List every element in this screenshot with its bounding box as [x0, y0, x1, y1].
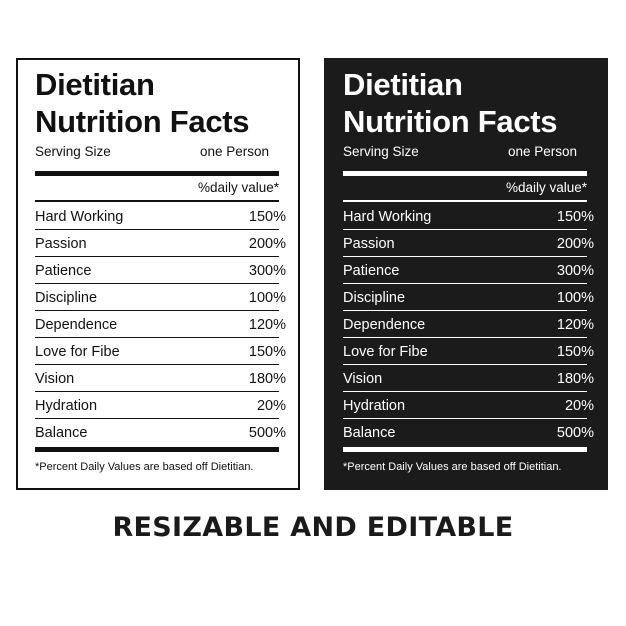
nutrient-value: 150%	[248, 343, 286, 360]
nutrient-row: Love for Fibe 150%	[343, 338, 594, 365]
nutrient-value: 300%	[556, 262, 594, 279]
row-divider	[343, 282, 587, 284]
nutrient-row: Vision 180%	[35, 365, 286, 392]
serving-size-label: Serving Size	[343, 144, 419, 159]
title-line-1: Dietitian	[343, 67, 463, 102]
nutrient-row: Patience 300%	[343, 257, 594, 284]
nutrient-name: Patience	[35, 262, 92, 279]
nutrient-value: 100%	[556, 289, 594, 306]
row-divider	[343, 363, 587, 365]
daily-value-header: %daily value*	[197, 180, 279, 195]
title-line-1: Dietitian	[35, 67, 155, 102]
nutrient-name: Vision	[35, 370, 75, 387]
row-divider	[343, 309, 587, 311]
nutrient-name: Dependence	[35, 316, 118, 333]
header-divider	[35, 200, 279, 202]
nutrient-name: Discipline	[343, 289, 406, 306]
nutrient-value: 100%	[248, 289, 286, 306]
daily-value-header: %daily value*	[505, 180, 587, 195]
header-divider	[343, 200, 587, 202]
row-divider	[35, 336, 279, 338]
nutrition-label-dark: Dietitian Nutrition Facts Serving Size o…	[324, 58, 608, 490]
nutrient-name: Hydration	[35, 397, 98, 414]
nutrient-value: 200%	[248, 235, 286, 252]
nutrient-value: 20%	[564, 397, 594, 414]
title-line-2: Nutrition Facts	[35, 104, 250, 139]
nutrient-name: Passion	[35, 235, 87, 252]
row-divider	[343, 390, 587, 392]
nutrient-row: Love for Fibe 150%	[35, 338, 286, 365]
nutrient-name: Love for Fibe	[343, 343, 428, 360]
title-line-2: Nutrition Facts	[343, 104, 558, 139]
nutrient-value: 150%	[556, 208, 594, 225]
nutrient-list: Hard Working 150% Passion 200% Patience 300…	[35, 203, 286, 446]
thick-divider-bottom	[343, 447, 587, 452]
row-divider	[35, 390, 279, 392]
nutrient-row: Vision 180%	[343, 365, 594, 392]
nutrient-row: Discipline 100%	[343, 284, 594, 311]
row-divider	[343, 255, 587, 257]
label-title: Dietitian Nutrition Facts	[343, 66, 558, 140]
row-divider	[35, 228, 279, 230]
label-title: Dietitian Nutrition Facts	[35, 66, 250, 140]
row-divider	[343, 228, 587, 230]
nutrient-value: 200%	[556, 235, 594, 252]
nutrient-row: Hard Working 150%	[35, 203, 286, 230]
nutrition-label-light: Dietitian Nutrition Facts Serving Size o…	[16, 58, 300, 490]
nutrient-name: Love for Fibe	[35, 343, 120, 360]
nutrient-name: Passion	[343, 235, 395, 252]
row-divider	[343, 336, 587, 338]
nutrient-name: Hard Working	[35, 208, 124, 225]
nutrient-row: Hard Working 150%	[343, 203, 594, 230]
nutrient-name: Hard Working	[343, 208, 432, 225]
nutrient-row: Hydration 20%	[35, 392, 286, 419]
nutrient-row: Patience 300%	[35, 257, 286, 284]
nutrient-name: Discipline	[35, 289, 98, 306]
serving-size-value: one Person	[507, 144, 577, 159]
footnote: *Percent Daily Values are based off Diet…	[343, 461, 562, 473]
nutrient-value: 120%	[248, 316, 286, 333]
nutrient-name: Balance	[35, 424, 88, 441]
nutrient-name: Vision	[343, 370, 383, 387]
nutrient-name: Patience	[343, 262, 400, 279]
row-divider	[35, 309, 279, 311]
nutrient-row: Balance 500%	[35, 419, 286, 446]
nutrient-value: 150%	[556, 343, 594, 360]
nutrient-list: Hard Working 150% Passion 200% Patience 300…	[343, 203, 594, 446]
nutrient-row: Hydration 20%	[343, 392, 594, 419]
nutrient-name: Dependence	[343, 316, 426, 333]
nutrient-value: 300%	[248, 262, 286, 279]
nutrient-row: Balance 500%	[343, 419, 594, 446]
nutrient-name: Hydration	[343, 397, 406, 414]
row-divider	[343, 417, 587, 419]
nutrient-row: Passion 200%	[35, 230, 286, 257]
row-divider	[35, 282, 279, 284]
nutrient-value: 500%	[556, 424, 594, 441]
footnote: *Percent Daily Values are based off Diet…	[35, 461, 254, 473]
nutrient-row: Passion 200%	[343, 230, 594, 257]
nutrient-value: 20%	[256, 397, 286, 414]
nutrient-row: Dependence 120%	[343, 311, 594, 338]
serving-size-label: Serving Size	[35, 144, 111, 159]
nutrient-value: 180%	[556, 370, 594, 387]
row-divider	[35, 417, 279, 419]
row-divider	[35, 255, 279, 257]
thick-divider	[35, 171, 279, 176]
nutrient-row: Dependence 120%	[35, 311, 286, 338]
thick-divider	[343, 171, 587, 176]
caption: RESIZABLE AND EDITABLE	[112, 512, 514, 543]
nutrient-value: 150%	[248, 208, 286, 225]
nutrient-value: 500%	[248, 424, 286, 441]
serving-size-value: one Person	[199, 144, 269, 159]
row-divider	[35, 363, 279, 365]
thick-divider-bottom	[35, 447, 279, 452]
nutrient-value: 180%	[248, 370, 286, 387]
nutrient-value: 120%	[556, 316, 594, 333]
nutrient-row: Discipline 100%	[35, 284, 286, 311]
nutrient-name: Balance	[343, 424, 396, 441]
